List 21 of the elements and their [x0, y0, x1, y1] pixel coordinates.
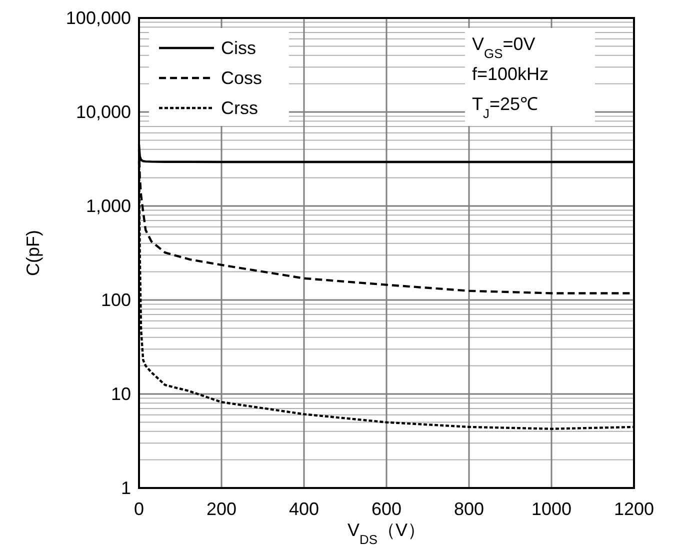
y-tick-label: 10	[110, 384, 131, 404]
x-tick-label: 200	[206, 499, 237, 519]
y-tick-label: 10,000	[76, 102, 131, 122]
x-axis-title: V$_{DS}$（V）	[347, 520, 426, 546]
x-tick-label: 800	[454, 499, 484, 519]
y-tick-label: 1,000	[86, 196, 131, 216]
x-tick-label: 0	[134, 499, 144, 519]
y-tick-label: 1	[120, 478, 131, 498]
x-tick-label: 1000	[531, 499, 572, 519]
x-tick-label: 400	[288, 499, 320, 519]
annotation: f=100kHz	[472, 64, 549, 84]
legend-label: Crss	[221, 98, 258, 118]
legend-label: Ciss	[221, 38, 256, 58]
annotation: T$_{J}$=25℃	[472, 94, 538, 120]
x-tick-label: 600	[371, 499, 402, 519]
y-tick-label: 100,000	[66, 8, 131, 28]
y-axis-title: C(pF)	[23, 230, 43, 276]
legend-label: Coss	[221, 68, 262, 88]
x-tick-label: 1200	[614, 499, 654, 519]
annotation: V$_{GS}$=0V	[472, 34, 536, 60]
y-tick-label: 100	[100, 290, 131, 310]
